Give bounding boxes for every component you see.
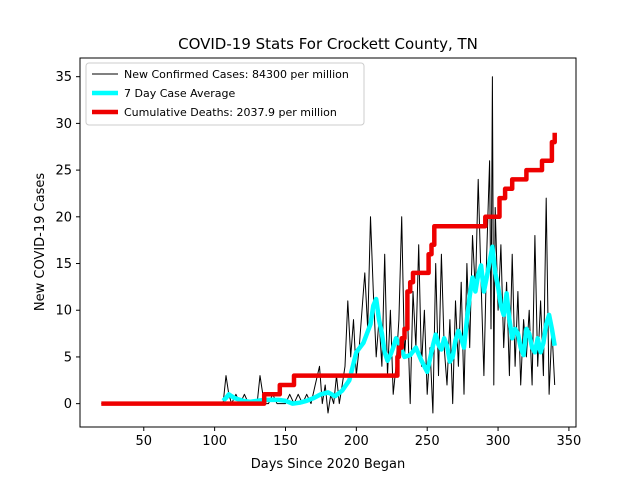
x-tick-label: 50	[135, 434, 152, 449]
y-tick-label: 10	[55, 304, 72, 319]
x-tick-label: 200	[344, 434, 369, 449]
x-axis: 50 100 150 200 250 300 350	[135, 427, 581, 449]
legend-label-cumulative-deaths: Cumulative Deaths: 2037.9 per million	[124, 106, 337, 119]
legend-box	[85, 62, 365, 126]
legend-label-7day-average: 7 Day Case Average	[124, 87, 236, 100]
y-tick-label: 15	[55, 257, 72, 272]
y-tick-label: 25	[55, 164, 72, 179]
x-axis-label: Days Since 2020 Began	[251, 457, 406, 472]
chart-title: COVID-19 Stats For Crockett County, TN	[178, 35, 478, 53]
series-7day-average-line	[221, 244, 557, 406]
y-tick-label: 0	[64, 397, 72, 412]
x-tick-label: 100	[202, 434, 227, 449]
x-tick-label: 350	[557, 434, 582, 449]
plot-area	[101, 76, 557, 414]
legend: New Confirmed Cases: 84300 per million 7…	[85, 62, 365, 126]
x-tick-label: 300	[486, 434, 511, 449]
y-tick-label: 30	[55, 117, 72, 132]
series-cumulative-deaths-line	[101, 132, 557, 406]
x-tick-label: 150	[273, 434, 298, 449]
y-tick-label: 35	[55, 70, 72, 85]
y-axis: 0 5 10 15 20 25 30 35	[55, 70, 80, 412]
legend-label-new-cases: New Confirmed Cases: 84300 per million	[124, 68, 349, 81]
y-axis-label: New COVID-19 Cases	[33, 173, 48, 311]
x-tick-label: 250	[415, 434, 440, 449]
y-tick-label: 20	[55, 210, 72, 225]
y-tick-label: 5	[64, 350, 72, 365]
plot-frame	[79, 57, 577, 428]
